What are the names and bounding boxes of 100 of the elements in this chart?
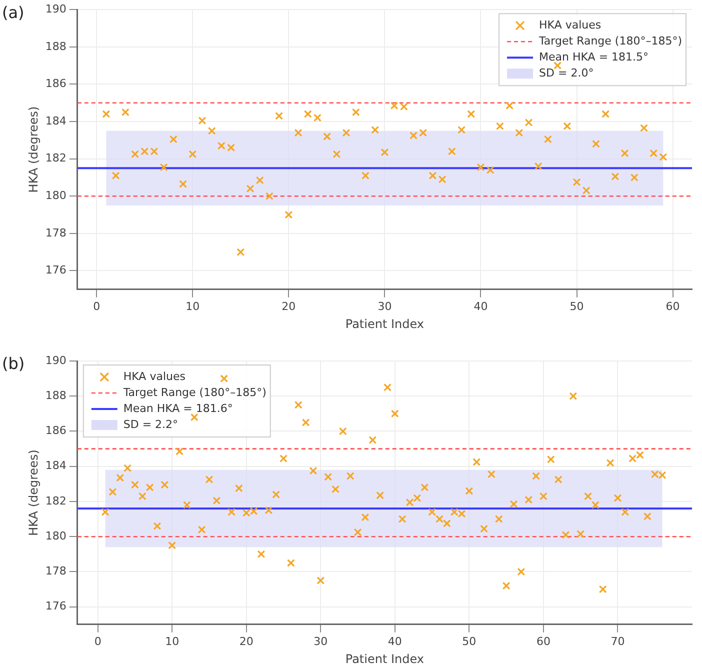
y-tick-label: 178 xyxy=(45,564,66,578)
y-tick-label: 184 xyxy=(45,459,66,472)
point xyxy=(380,148,389,156)
y-tick-label: 186 xyxy=(45,424,66,438)
point xyxy=(544,135,552,144)
y-tick-label: 176 xyxy=(45,264,66,277)
point xyxy=(121,108,130,116)
y-tick-label: 190 xyxy=(45,2,66,16)
point xyxy=(659,152,668,161)
point xyxy=(313,114,322,122)
y-tick-label: 182 xyxy=(45,152,66,165)
y-tick-label: 180 xyxy=(45,188,66,202)
point xyxy=(102,110,110,118)
x-tick-label: 60 xyxy=(536,634,550,648)
point xyxy=(467,110,476,118)
x-tick-label: 50 xyxy=(462,634,476,648)
point xyxy=(198,116,206,125)
legend-label: Mean HKA = 181.5° xyxy=(539,50,649,64)
x-tick-label: 30 xyxy=(314,634,328,648)
point xyxy=(227,144,236,152)
point xyxy=(352,108,360,116)
point xyxy=(582,186,590,195)
point xyxy=(112,172,120,180)
legend-label: SD = 2.0° xyxy=(539,66,594,80)
point xyxy=(294,128,302,137)
point xyxy=(602,110,610,118)
point xyxy=(476,163,485,172)
text: (b) xyxy=(2,354,25,374)
point xyxy=(438,175,446,184)
point xyxy=(448,147,456,156)
y-tick-label: 186 xyxy=(45,77,66,90)
point xyxy=(304,110,312,118)
legend-label: Target Range (180°–185°) xyxy=(122,386,266,399)
x-tick-label: 60 xyxy=(666,300,680,313)
point xyxy=(323,132,332,140)
x-tick-label: 0 xyxy=(94,634,102,648)
point xyxy=(563,122,572,130)
point xyxy=(410,132,418,140)
point xyxy=(630,174,638,182)
point xyxy=(640,124,648,132)
y-tick-label: 188 xyxy=(45,388,66,402)
legend-label: HKA values xyxy=(123,370,186,383)
y-tick-label: 190 xyxy=(45,354,66,367)
point xyxy=(342,128,350,137)
point xyxy=(400,102,408,111)
point xyxy=(256,176,264,184)
point xyxy=(140,147,149,156)
point xyxy=(506,102,514,110)
point xyxy=(428,172,437,180)
x-tick-label: 70 xyxy=(610,634,625,648)
point xyxy=(650,149,658,158)
point xyxy=(265,192,274,200)
point xyxy=(419,128,428,137)
x-tick-label: 30 xyxy=(378,300,392,313)
x-tick-label: 40 xyxy=(388,634,402,648)
point xyxy=(160,163,168,172)
x-axis-title: Patient Index xyxy=(345,652,424,666)
x-axis-title: Patient Index xyxy=(345,316,424,331)
point xyxy=(620,149,629,158)
y-tick-label: 184 xyxy=(45,114,66,128)
legend-label: SD = 2.2° xyxy=(123,418,178,431)
point xyxy=(131,150,139,158)
point xyxy=(611,172,620,181)
point xyxy=(554,62,562,70)
y-tick-label: 178 xyxy=(45,226,66,240)
point xyxy=(332,150,341,158)
x-tick-label: 10 xyxy=(186,300,200,313)
point xyxy=(217,142,226,150)
y-axis-title: HKA (degrees) xyxy=(26,106,40,193)
legend-label: Mean HKA = 181.6° xyxy=(123,402,233,415)
point xyxy=(534,162,542,170)
point xyxy=(524,118,533,126)
point xyxy=(592,140,600,148)
point xyxy=(572,178,581,186)
y-axis-title: HKA (degrees) xyxy=(26,450,40,536)
y-tick-label: 180 xyxy=(45,529,66,542)
x-tick-label: 20 xyxy=(282,300,296,313)
point xyxy=(390,102,398,110)
point xyxy=(284,210,293,219)
point xyxy=(371,126,380,134)
x-tick-label: 50 xyxy=(570,300,584,313)
x-tick-label: 20 xyxy=(239,634,254,648)
x-tick-label: 10 xyxy=(165,634,180,648)
point xyxy=(515,128,524,137)
legend-label: HKA values xyxy=(539,18,602,32)
text: (a) xyxy=(2,2,24,22)
point xyxy=(246,184,254,193)
point xyxy=(496,122,504,130)
point xyxy=(169,135,178,144)
point xyxy=(458,126,466,134)
y-tick-label: 188 xyxy=(45,40,66,53)
point xyxy=(208,126,216,135)
x-tick-label: 40 xyxy=(474,300,488,313)
point xyxy=(275,112,284,120)
point xyxy=(236,248,245,256)
y-tick-label: 182 xyxy=(45,494,66,508)
x-tick-label: 0 xyxy=(93,300,100,313)
point xyxy=(188,150,197,158)
point xyxy=(179,180,188,188)
point xyxy=(486,166,494,174)
